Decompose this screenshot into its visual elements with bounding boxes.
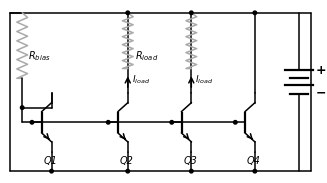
Circle shape [190,11,193,15]
Circle shape [30,121,34,124]
Text: $I_{load}$: $I_{load}$ [195,73,214,85]
Text: Q2: Q2 [120,156,134,166]
Circle shape [170,121,174,124]
Text: $I_{load}$: $I_{load}$ [132,73,150,85]
Text: Q4: Q4 [247,156,261,166]
Circle shape [253,11,257,15]
Circle shape [253,169,257,173]
Circle shape [107,121,110,124]
Text: $R_{bias}$: $R_{bias}$ [28,49,51,63]
Circle shape [190,169,193,173]
Circle shape [233,121,237,124]
Circle shape [126,169,129,173]
Circle shape [21,106,24,109]
Text: +: + [316,64,326,77]
Text: Q3: Q3 [183,156,198,166]
Text: $R_{load}$: $R_{load}$ [135,49,158,63]
Text: Q1: Q1 [44,156,58,166]
Circle shape [126,11,129,15]
Text: −: − [316,86,326,100]
Circle shape [50,169,53,173]
